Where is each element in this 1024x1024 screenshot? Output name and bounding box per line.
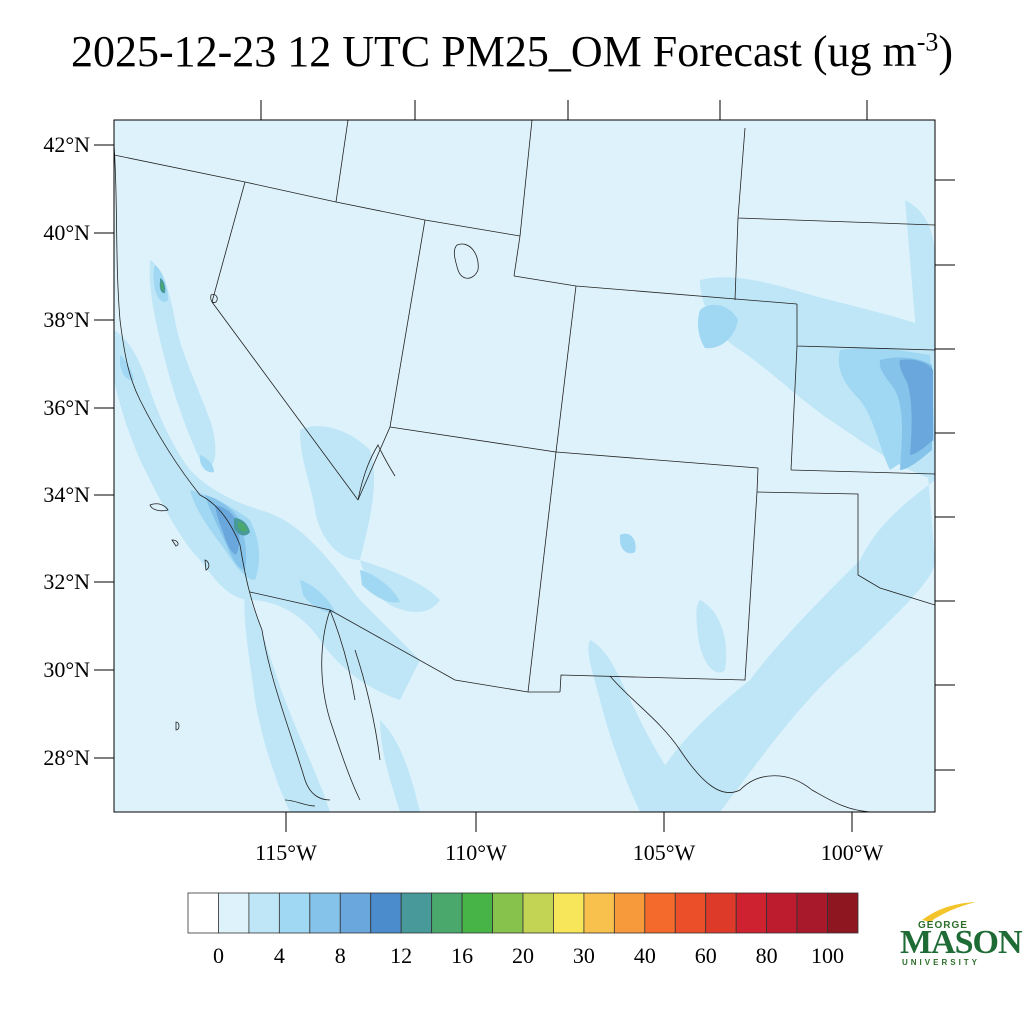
lat-label: 32°N — [43, 569, 90, 594]
map-title: 2025-12-23 12 UTC PM25_OM Forecast (ug m… — [0, 22, 1024, 82]
colorbar-swatch — [400, 892, 433, 934]
colorbar-label: 30 — [572, 943, 595, 968]
lat-label: 42°N — [43, 132, 90, 157]
colorbar-swatch — [370, 892, 402, 934]
logo-swoosh-icon — [922, 902, 976, 922]
colorbar-label: 12 — [390, 943, 413, 968]
logo-line-university: UNIVERSITY — [902, 958, 981, 967]
colorbar-swatch — [461, 892, 493, 934]
lat-label: 34°N — [43, 482, 90, 507]
colorbar-swatch — [827, 892, 859, 934]
colorbar-swatch — [796, 892, 828, 934]
map-frame — [113, 119, 936, 813]
colorbar-swatch — [278, 892, 311, 934]
colorbar-swatch — [522, 892, 554, 934]
logo-line-mason: MASON — [900, 924, 1023, 961]
colorbar-swatch — [583, 892, 615, 934]
lat-label: 38°N — [43, 307, 90, 332]
colorbar-label: 4 — [273, 943, 285, 968]
colorbar-label: 80 — [755, 943, 778, 968]
colorbar-label: 100 — [811, 943, 845, 968]
colorbar-swatch — [492, 892, 524, 934]
logo-line-george: GEORGE — [918, 920, 968, 931]
level-16-20 — [215, 359, 933, 555]
title-exponent: -3 — [916, 27, 939, 57]
colorbar-label: 16 — [451, 943, 474, 968]
map-background — [114, 120, 935, 812]
colorbar-swatch — [309, 892, 341, 934]
tick-marks — [94, 100, 955, 832]
colorbar-label: 20 — [512, 943, 534, 968]
colorbar-swatch — [553, 892, 585, 934]
lon-label: 100°W — [820, 840, 884, 865]
colorbar-swatch — [248, 892, 280, 934]
colorbar-swatch — [431, 892, 463, 934]
colorbar-swatch — [187, 892, 219, 934]
lat-label: 30°N — [43, 657, 90, 682]
colorbar-swatch — [674, 892, 707, 934]
colorbar-swatch — [218, 892, 250, 934]
colorbar-label: 40 — [633, 943, 656, 968]
lon-label: 110°W — [445, 840, 507, 865]
colorbar-swatch — [735, 892, 768, 934]
colorbar-swatch — [766, 892, 798, 934]
lat-label: 40°N — [43, 220, 90, 245]
title-text: 2025-12-23 12 UTC PM25_OM Forecast (ug m — [70, 27, 917, 76]
lon-label: 115°W — [255, 840, 317, 865]
hotspots — [159, 278, 250, 536]
colorbar — [187, 892, 859, 934]
lat-label: 28°N — [43, 745, 90, 770]
colorbar-swatch — [339, 892, 372, 934]
colorbar-label: 60 — [694, 943, 717, 968]
colorbar-swatch — [705, 892, 737, 934]
colorbar-swatch — [613, 892, 646, 934]
colorbar-label: 8 — [334, 943, 346, 968]
colorbar-swatch — [644, 892, 676, 934]
lat-label: 36°N — [43, 395, 90, 420]
gmu-logo: GEORGE MASON UNIVERSITY — [896, 900, 1023, 970]
boundaries — [114, 120, 935, 812]
lon-label: 105°W — [632, 840, 696, 865]
colorbar-label: 0 — [212, 943, 224, 968]
title-close: ) — [938, 27, 954, 76]
